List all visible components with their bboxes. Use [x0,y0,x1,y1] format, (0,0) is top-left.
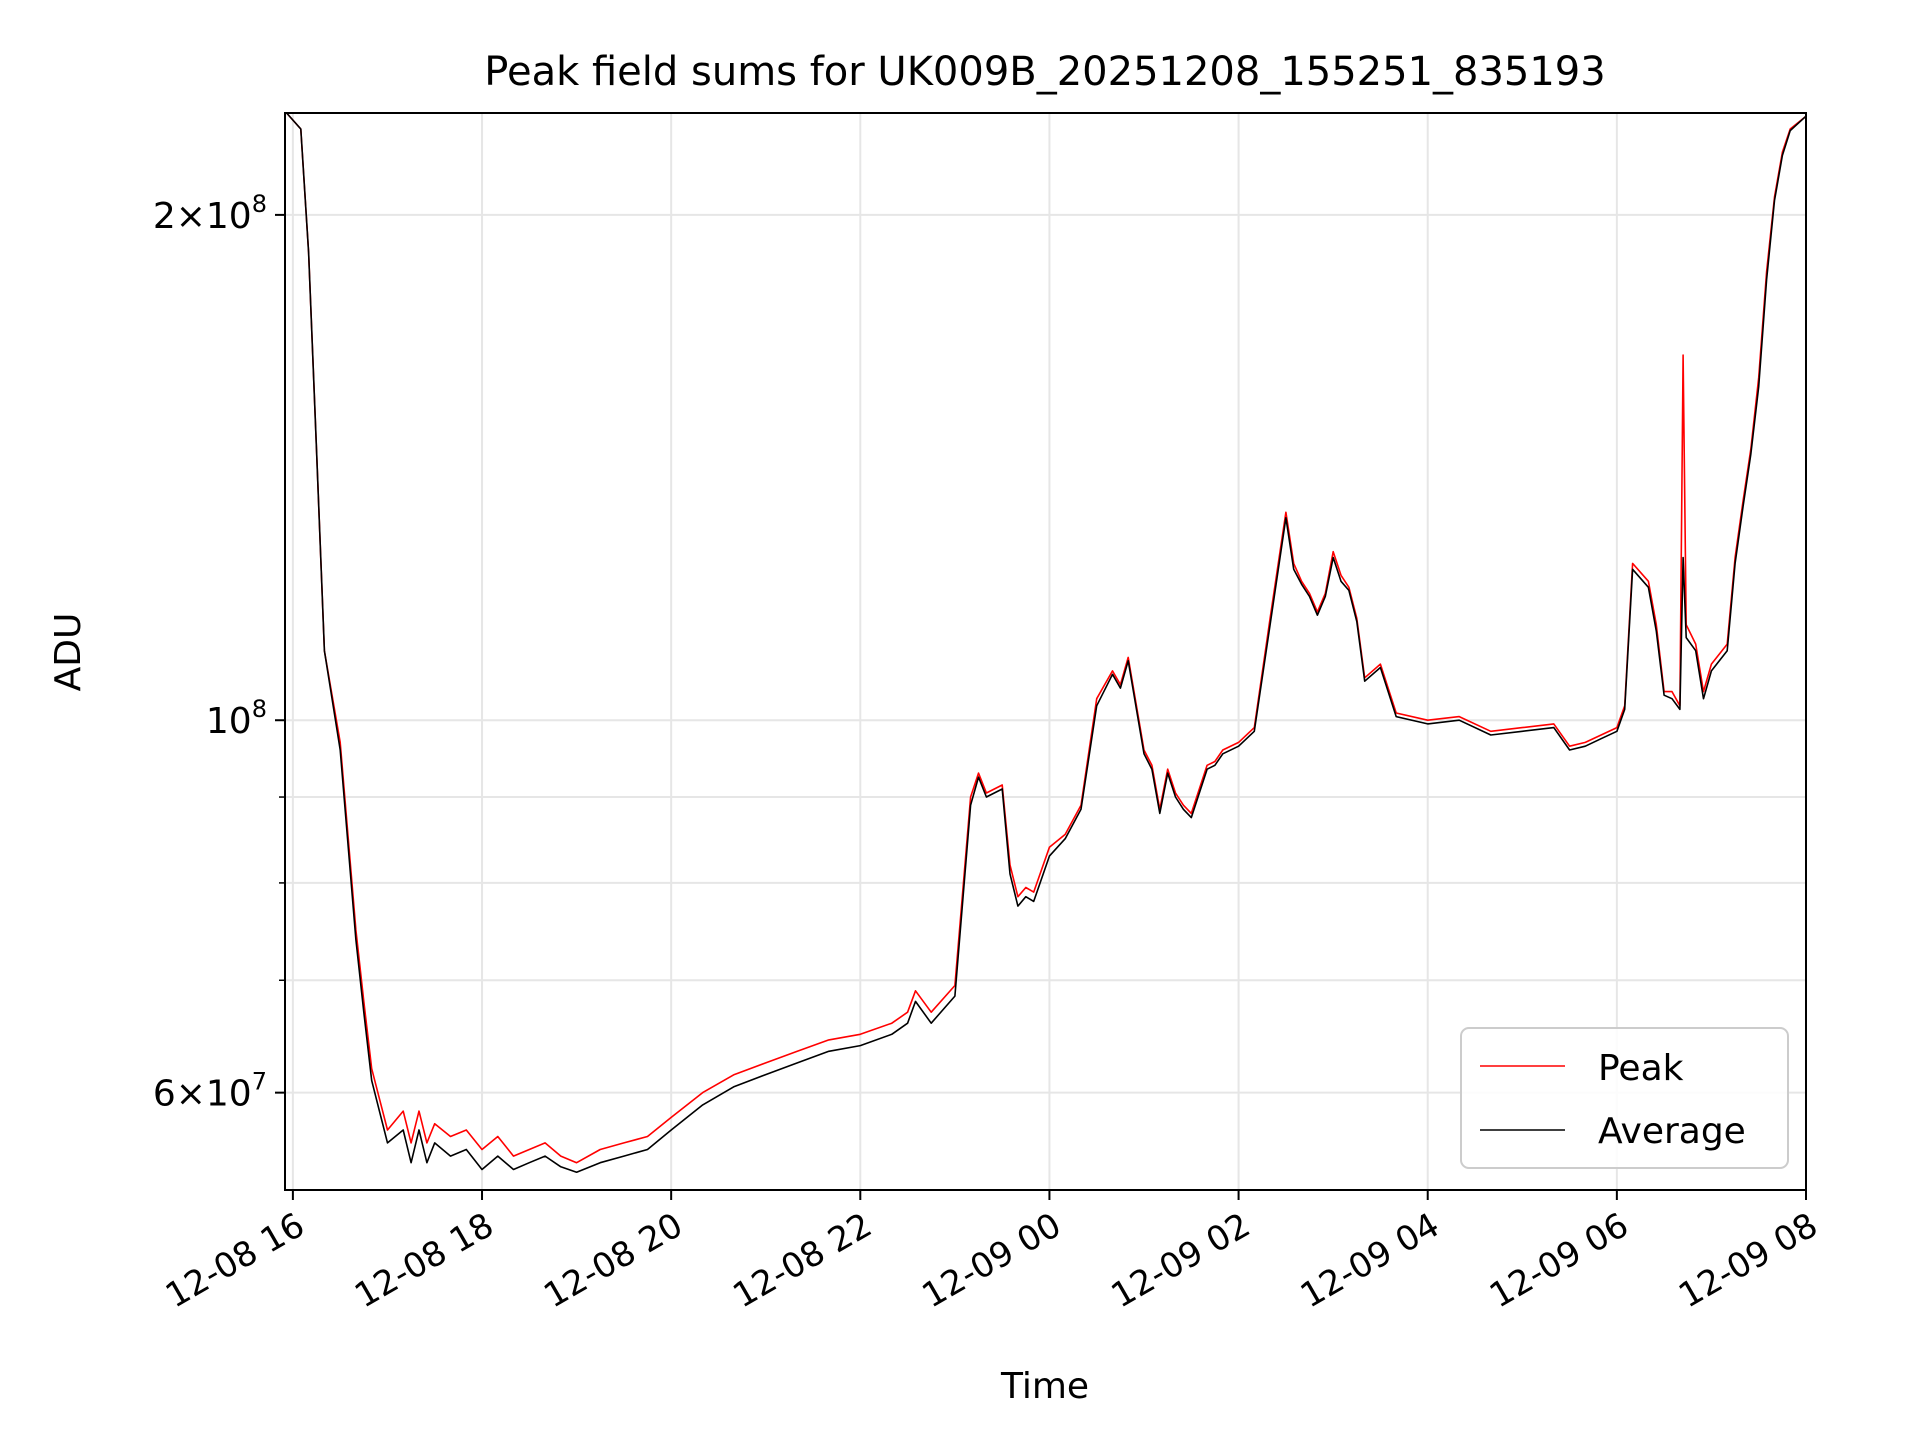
y-tick-label: 6×107 [153,1068,267,1115]
legend-label-peak: Peak [1598,1048,1684,1089]
y-tick-label: 2×108 [153,190,267,237]
legend: Peak Average [1460,1027,1789,1169]
series-line-average [286,112,1807,1173]
series-lines [286,112,1807,1173]
legend-box [1460,1027,1789,1169]
y-axis-label: ADU [48,613,89,692]
y-tick-label: 108 [206,695,267,742]
plot-area-frame [284,112,1807,1191]
chart-title: Peak field sums for UK009B_20251208_1552… [484,49,1605,95]
series-line-peak [286,112,1807,1164]
x-axis-label: Time [1000,1366,1089,1407]
legend-label-average: Average [1598,1111,1746,1152]
